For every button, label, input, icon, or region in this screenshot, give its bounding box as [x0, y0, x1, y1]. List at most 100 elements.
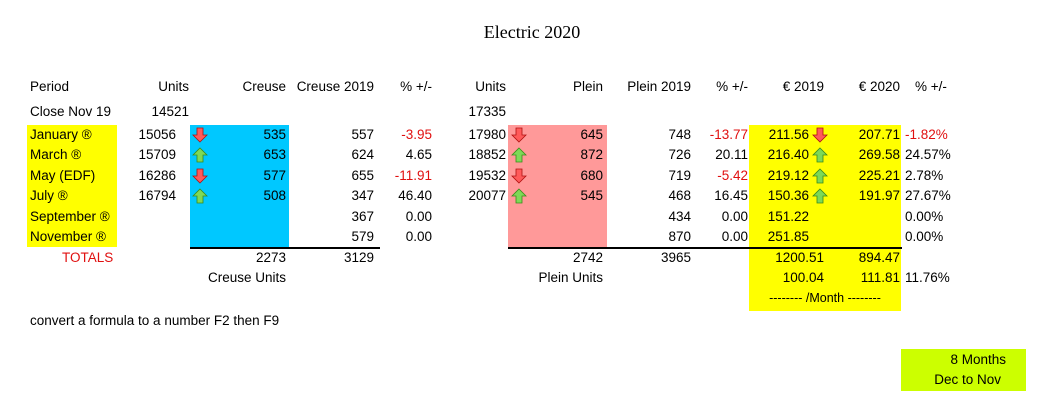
row-pct-eur: 0.00% [905, 229, 944, 244]
row-period: November ® [30, 229, 106, 244]
row-pct-eur: 2.78% [905, 167, 944, 183]
totals-rule-left [190, 247, 380, 249]
row-pct-plein: -5.42 [717, 167, 748, 183]
creuse-trend-up-arrow-icon [192, 147, 208, 163]
monthly-label: -------- /Month -------- [769, 291, 881, 305]
totals-plein: 2742 [572, 250, 603, 265]
plein-units-label: Plein Units [538, 270, 603, 285]
row-eur-2019: 251.85 [767, 229, 809, 244]
row-eur-2020 [830, 207, 900, 227]
row-units-plein [440, 227, 506, 247]
creuse-highlight [190, 125, 289, 247]
header-eur-2019: € 2019 [782, 79, 824, 94]
row-plein: 545 [580, 188, 603, 204]
row-plein-2019: 719 [668, 167, 691, 183]
totals-creuse-2019: 3129 [343, 250, 374, 265]
header-plein-2019: Plein 2019 [627, 79, 691, 94]
row-creuse: 577 [263, 167, 286, 183]
monthly-eur-2019: 100.04 [782, 270, 824, 285]
euro-trend-up-arrow-icon [812, 168, 828, 184]
sheet-title: Electric 2020 [483, 22, 581, 42]
row-units-creuse: 15709 [138, 147, 176, 163]
row-eur-2019: 211.56 [768, 127, 809, 142]
row-pct-creuse: 0.00 [405, 208, 432, 224]
row-creuse-2019: 655 [351, 167, 374, 183]
row-eur-2019: 151.22 [767, 208, 809, 224]
header-eur-2020: € 2020 [858, 79, 900, 94]
row-pct-creuse: -3.95 [401, 127, 432, 142]
euro-trend-down-arrow-icon [812, 127, 828, 143]
row-pct-creuse: 46.40 [398, 188, 432, 204]
row-creuse-2019: 367 [351, 208, 374, 224]
row-eur-2019: 216.40 [767, 147, 809, 163]
row-creuse: 535 [263, 127, 286, 142]
row-creuse-2019: 557 [351, 127, 374, 142]
row-units-plein: 17980 [468, 127, 506, 142]
plein-trend-up-arrow-icon [511, 188, 527, 204]
row-units-creuse: 15056 [138, 127, 176, 142]
row-creuse: 508 [263, 188, 286, 204]
totals-plein-2019: 3965 [660, 250, 691, 265]
row-pct-eur: 24.57% [905, 147, 951, 163]
row-eur-2019: 150.36 [767, 188, 809, 204]
row-plein: 680 [580, 167, 603, 183]
row-pct-plein: 0.00 [721, 208, 748, 224]
row-plein: 872 [580, 147, 603, 163]
row-pct-plein: 0.00 [721, 229, 748, 244]
row-eur-2019: 219.12 [767, 167, 809, 183]
row-pct-plein: 16.45 [714, 188, 748, 204]
totals-label: TOTALS [62, 250, 114, 265]
plein-highlight [508, 125, 607, 247]
row-pct-plein: -13.77 [709, 127, 748, 142]
row-period: May (EDF) [30, 167, 96, 183]
row-period: September ® [30, 208, 110, 224]
row-plein [520, 207, 603, 227]
header-pct-eur: % +/- [915, 79, 947, 94]
row-plein-2019: 434 [668, 208, 691, 224]
row-units-plein: 18852 [468, 147, 506, 163]
header-units-plein: Units [475, 79, 506, 94]
creuse-trend-up-arrow-icon [192, 188, 208, 204]
row-plein-2019: 468 [668, 188, 691, 204]
plein-trend-up-arrow-icon [511, 147, 527, 163]
row-pct-eur: 0.00% [905, 208, 944, 224]
header-pct-creuse: % +/- [400, 79, 432, 94]
totals-eur-2020: 894.47 [858, 250, 900, 265]
row-eur-2020: 225.21 [858, 167, 900, 183]
row-units-creuse [120, 227, 176, 247]
row-pct-eur: 27.67% [905, 188, 951, 204]
row-creuse-2019: 624 [351, 147, 374, 163]
plein-trend-down-arrow-icon [511, 168, 527, 184]
row-plein: 645 [580, 127, 603, 142]
row-plein-2019: 870 [668, 229, 691, 244]
row-plein-2019: 748 [668, 127, 691, 142]
header-creuse-2019: Creuse 2019 [296, 79, 374, 94]
creuse-trend-down-arrow-icon [192, 168, 208, 184]
totals-eur-2019: 1200.51 [775, 250, 824, 265]
euro-trend-up-arrow-icon [812, 188, 828, 204]
euro-highlight [749, 125, 901, 311]
row-period: March ® [30, 147, 82, 163]
row-units-plein: 20077 [468, 188, 506, 204]
row-eur-2020 [830, 227, 900, 247]
row-creuse: 653 [263, 147, 286, 163]
close-units-plein: 17335 [468, 104, 506, 119]
row-period: July ® [30, 188, 68, 204]
header-pct-plein: % +/- [716, 79, 748, 94]
row-plein-2019: 726 [668, 147, 691, 163]
row-eur-2020: 207.71 [858, 127, 900, 142]
row-units-plein: 19532 [468, 167, 506, 183]
creuse-trend-down-arrow-icon [192, 127, 208, 143]
row-creuse [200, 207, 286, 227]
totals-rule-right [508, 247, 902, 249]
row-creuse [200, 227, 286, 247]
months-box [901, 349, 1026, 391]
header-units: Units [158, 79, 189, 94]
row-eur-2020: 191.97 [858, 188, 900, 204]
row-eur-2020: 269.58 [858, 147, 900, 163]
row-units-creuse: 16794 [138, 188, 176, 204]
row-period: January ® [30, 127, 92, 142]
months-box-line1: 8 Months [950, 352, 1006, 367]
row-units-creuse: 16286 [138, 167, 176, 183]
row-pct-creuse: -11.91 [394, 167, 432, 183]
